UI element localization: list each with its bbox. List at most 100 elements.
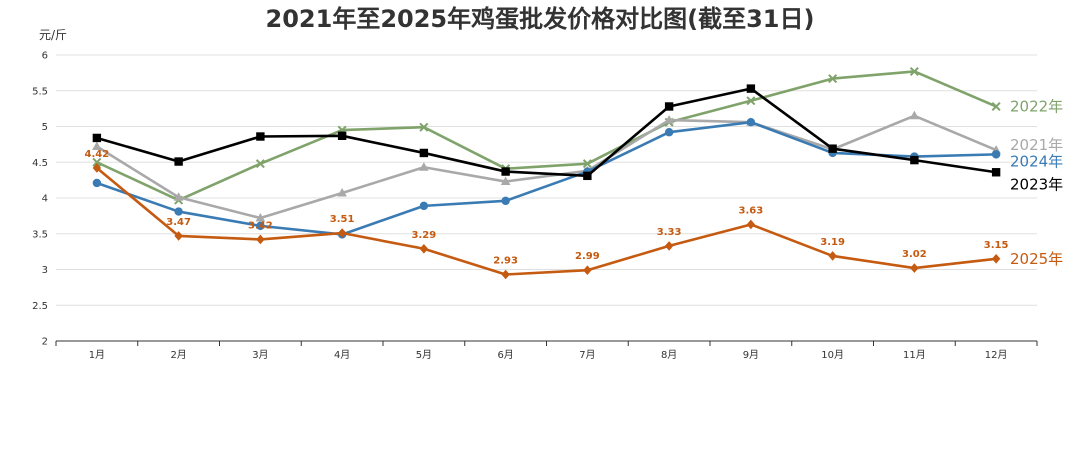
- data-point: [501, 269, 510, 280]
- data-point: [828, 251, 837, 261]
- data-point: [255, 159, 265, 169]
- series-name-label: 2021年: [1010, 136, 1063, 154]
- y-tick-label: 2.5: [32, 301, 48, 312]
- data-point: [828, 74, 838, 84]
- data-point: [664, 128, 674, 137]
- y-tick-label: 5: [42, 122, 48, 133]
- y-tick-label: 4: [42, 194, 48, 205]
- series-line: [96, 114, 997, 220]
- data-point: [746, 84, 756, 93]
- data-point: [501, 167, 510, 176]
- x-tick-label: 6月: [497, 349, 513, 361]
- data-point: [746, 118, 756, 127]
- data-point: [582, 159, 592, 169]
- data-point: [256, 221, 265, 231]
- data-point: [92, 157, 102, 167]
- x-tick-label: 1月: [89, 349, 105, 361]
- series-2025年: 2025年: [92, 163, 1063, 280]
- x-tick-label: 3月: [252, 349, 268, 361]
- data-point: [501, 196, 510, 206]
- data-point: [909, 66, 919, 76]
- data-value-label: 2.93: [493, 256, 518, 267]
- data-labels: 4.42 3.47 3.42 3.51 3.29 2.93 2.99 3.33 3.63 3.19…: [85, 149, 1009, 267]
- data-point: [255, 213, 266, 222]
- data-point: [828, 144, 837, 153]
- data-value-label: 3.15: [984, 240, 1009, 251]
- data-point: [910, 155, 919, 165]
- data-point: [419, 148, 429, 158]
- data-point: [991, 150, 1001, 159]
- y-tick-label: 2: [42, 337, 48, 348]
- data-value-label: 3.29: [412, 230, 437, 241]
- y-tick-label: 3.5: [32, 229, 48, 240]
- data-point: [419, 122, 429, 132]
- data-point: [337, 187, 347, 197]
- x-tick-label: 2月: [170, 349, 186, 361]
- x-tick-label: 11月: [903, 349, 926, 361]
- data-point: [92, 178, 102, 188]
- data-value-label: 3.33: [657, 227, 682, 238]
- chart-title: 2021年至2025年鸡蛋批发价格对比图(截至31日): [266, 5, 815, 33]
- data-point: [174, 207, 183, 216]
- axes: 2 2.5 3 3.5 4 4.5 5 5.5 6 1月 2月 3月 4月 5月 6月 7月 8月 9月 10月 11…: [32, 51, 1038, 361]
- data-point: [419, 201, 429, 211]
- data-point: [583, 265, 592, 276]
- series-line: [96, 120, 997, 236]
- x-tick-label: 5月: [416, 349, 432, 361]
- data-point: [337, 131, 347, 140]
- data-point: [991, 253, 1001, 264]
- data-value-label: 3.51: [330, 214, 355, 225]
- series-line: [96, 87, 997, 178]
- data-point: [173, 192, 184, 201]
- series-line: [96, 70, 997, 202]
- data-point: [583, 171, 592, 181]
- series-name-label: 2025年: [1010, 250, 1063, 268]
- data-value-label: 3.42: [248, 220, 273, 231]
- data-point: [991, 101, 1001, 111]
- series-2024年: 2024年: [92, 118, 1063, 239]
- data-value-label: 3.47: [166, 217, 191, 228]
- data-point: [500, 176, 511, 186]
- data-value-label: 4.42: [85, 149, 110, 160]
- data-point: [664, 115, 674, 124]
- series-2021年: 2021年: [92, 110, 1063, 222]
- series-name-label: 2022年: [1010, 97, 1063, 115]
- data-point: [664, 102, 674, 111]
- y-tick-label: 5.5: [32, 86, 48, 97]
- series-name-label: 2024年: [1010, 152, 1063, 170]
- y-axis-unit-label: 元/斤: [39, 28, 67, 42]
- data-point: [92, 133, 102, 143]
- x-tick-label: 9月: [743, 349, 759, 361]
- x-tick-label: 12月: [985, 349, 1008, 361]
- data-point: [92, 141, 102, 151]
- series-line: [96, 166, 997, 276]
- data-value-label: 3.63: [739, 205, 764, 216]
- data-point: [419, 243, 429, 254]
- data-point: [92, 163, 102, 173]
- data-point: [909, 110, 920, 120]
- series-name-label: 2023年: [1010, 175, 1063, 193]
- gridlines: [56, 54, 1037, 306]
- data-point: [746, 219, 756, 230]
- y-tick-label: 4.5: [32, 158, 48, 169]
- data-point: [991, 168, 1001, 177]
- data-point: [256, 234, 265, 245]
- series-2022年: 2022年: [92, 66, 1063, 205]
- data-point: [910, 263, 919, 273]
- data-point: [664, 241, 674, 251]
- data-point: [174, 231, 183, 241]
- data-point: [256, 132, 265, 141]
- data-point: [419, 162, 429, 171]
- data-value-label: 3.02: [902, 249, 927, 260]
- data-value-label: 2.99: [575, 251, 600, 262]
- x-tick-label: 8月: [661, 349, 677, 361]
- data-point: [746, 96, 756, 106]
- x-tick-label: 7月: [579, 349, 595, 361]
- data-value-label: 3.19: [820, 237, 845, 248]
- data-point: [337, 228, 347, 238]
- series-2023年: 2023年: [92, 84, 1063, 193]
- y-tick-label: 6: [42, 51, 48, 62]
- data-point: [174, 157, 183, 166]
